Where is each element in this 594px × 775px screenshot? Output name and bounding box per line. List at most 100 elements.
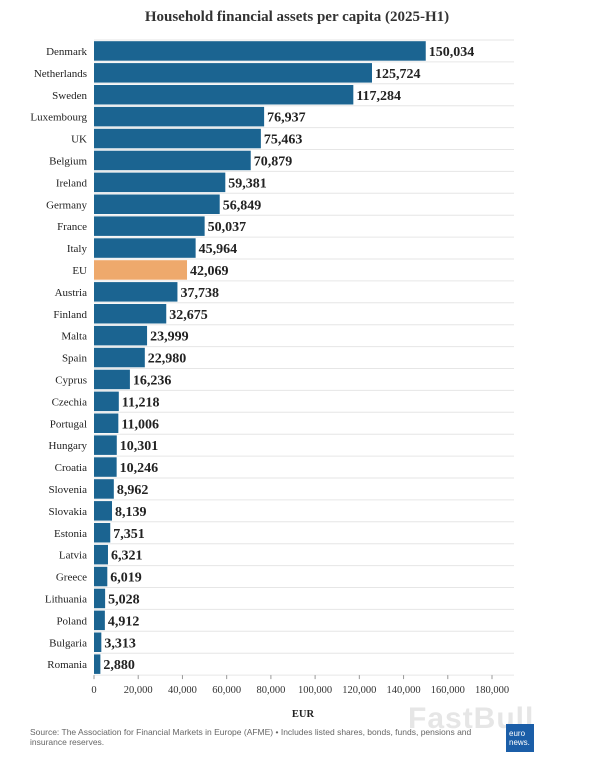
bar-cyprus — [94, 369, 130, 390]
value-label: 6,321 — [111, 549, 143, 564]
value-label: 59,381 — [228, 176, 266, 191]
x-tick-label: 60,000 — [212, 685, 241, 696]
bar-latvia — [94, 544, 108, 565]
category-label: Poland — [56, 615, 87, 627]
bar-austria — [94, 282, 178, 302]
bar-finland — [94, 304, 167, 324]
category-label: Greece — [56, 572, 87, 584]
category-label: Austria — [55, 287, 88, 299]
bar-lithuania — [94, 588, 106, 609]
category-label: Ireland — [56, 177, 88, 189]
category-label: Belgium — [49, 155, 87, 167]
x-tick-label: 80,000 — [256, 685, 285, 696]
value-label: 10,246 — [120, 461, 159, 476]
category-label: Croatia — [55, 462, 87, 474]
bar-slovakia — [94, 501, 112, 521]
value-label: 150,034 — [429, 45, 475, 60]
bar-denmark — [94, 41, 426, 61]
bar-belgium — [94, 150, 251, 171]
chart-title: Household financial assets per capita (2… — [144, 9, 450, 25]
category-label: Netherlands — [34, 68, 87, 80]
logo-line-2: news. — [509, 738, 530, 747]
x-tick-label: 140,000 — [386, 685, 420, 696]
x-axis-label: EUR — [292, 709, 315, 720]
bar-spain — [94, 347, 145, 368]
value-label: 3,313 — [104, 636, 136, 651]
bar-netherlands — [94, 63, 372, 83]
category-label: Sweden — [52, 90, 87, 102]
bar-malta — [94, 325, 148, 346]
category-label: Germany — [46, 199, 87, 211]
category-label: Luxembourg — [30, 112, 87, 124]
value-label: 75,463 — [264, 133, 303, 148]
value-label: 50,037 — [208, 220, 247, 235]
bar-romania — [94, 654, 101, 674]
value-label: 37,738 — [180, 286, 219, 301]
bar-germany — [94, 194, 220, 214]
bar-poland — [94, 610, 105, 631]
value-label: 11,218 — [122, 395, 160, 410]
bar-france — [94, 216, 205, 236]
category-label: France — [57, 221, 87, 233]
euronews-logo: euro news. — [506, 724, 534, 752]
x-tick-label: 100,000 — [298, 685, 332, 696]
value-label: 2,880 — [103, 658, 135, 673]
value-label: 16,236 — [133, 373, 172, 388]
category-label: Spain — [62, 353, 88, 365]
bar-chart: Denmark 150,034 Netherlands 125,724 Sweden 11… — [30, 39, 514, 720]
source-note: Source: The Association for Financial Ma… — [30, 727, 472, 747]
value-label: 42,069 — [190, 264, 229, 279]
x-tick-label: 20,000 — [124, 685, 153, 696]
category-label: EU — [72, 265, 87, 277]
value-label: 76,937 — [267, 111, 306, 126]
value-label: 23,999 — [150, 330, 189, 345]
category-label: UK — [71, 134, 87, 146]
value-label: 10,301 — [120, 439, 159, 454]
value-label: 70,879 — [254, 154, 293, 169]
category-label: Lithuania — [45, 593, 87, 605]
bar-portugal — [94, 413, 119, 433]
value-label: 45,964 — [199, 242, 238, 257]
value-label: 11,006 — [121, 417, 159, 432]
bar-croatia — [94, 457, 117, 477]
category-label: Finland — [53, 309, 87, 321]
value-label: 56,849 — [223, 198, 262, 213]
value-label: 117,284 — [356, 89, 401, 104]
value-label: 7,351 — [113, 527, 145, 542]
value-label: 8,962 — [117, 483, 149, 498]
x-tick-label: 180,000 — [475, 685, 509, 696]
category-label: Denmark — [46, 46, 87, 58]
bar-greece — [94, 566, 108, 587]
category-label: Latvia — [59, 550, 87, 562]
bar-estonia — [94, 523, 111, 543]
bar-slovenia — [94, 479, 114, 499]
category-label: Malta — [61, 331, 87, 343]
value-label: 125,724 — [375, 67, 421, 82]
category-label: Italy — [67, 243, 88, 255]
bar-uk — [94, 128, 261, 149]
category-label: Estonia — [54, 528, 87, 540]
x-tick-label: 40,000 — [168, 685, 197, 696]
category-label: Hungary — [49, 440, 88, 452]
value-label: 6,019 — [110, 571, 142, 586]
bar-eu — [94, 260, 188, 280]
bar-sweden — [94, 85, 354, 105]
category-label: Bulgaria — [49, 637, 87, 649]
value-label: 8,139 — [115, 505, 147, 520]
category-label: Czechia — [52, 396, 88, 408]
category-label: Romania — [47, 659, 87, 671]
category-label: Slovenia — [49, 484, 88, 496]
value-label: 22,980 — [148, 352, 187, 367]
category-label: Cyprus — [55, 374, 87, 386]
bar-czechia — [94, 391, 119, 412]
value-label: 4,912 — [108, 614, 140, 629]
bar-bulgaria — [94, 632, 102, 652]
value-label: 32,675 — [169, 308, 208, 323]
category-label: Slovakia — [49, 506, 88, 518]
logo-line-1: euro — [509, 729, 526, 738]
x-tick-label: 120,000 — [342, 685, 376, 696]
bar-ireland — [94, 172, 226, 193]
bar-luxembourg — [94, 106, 265, 127]
bar-hungary — [94, 435, 117, 455]
category-label: Portugal — [50, 418, 87, 430]
